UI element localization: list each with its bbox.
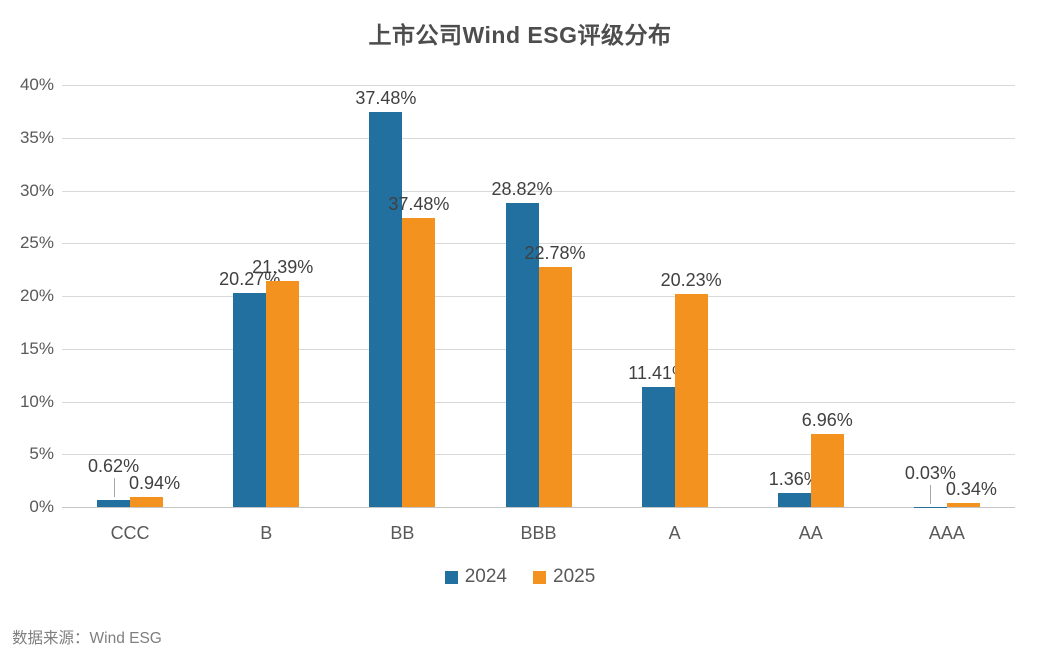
- data-label-2025-AAA: 0.34%: [945, 479, 997, 500]
- data-label-2024-CCC: 0.62%: [88, 456, 140, 477]
- bar-2025-AA: [810, 433, 844, 507]
- leader-line-2024-CCC: [113, 478, 115, 498]
- legend-swatch-2025: [533, 570, 546, 584]
- plot-area: 0% 5% 10% 15% 20% 25% 30% 35% 40% 0.62% 0.94% CCC 20…: [20, 75, 1015, 543]
- data-label-2024-BBB: 28.82%: [491, 178, 553, 199]
- bar-2024-A: [641, 386, 675, 507]
- bar-2024-AA: [777, 492, 811, 507]
- legend-item-2025: 2025: [533, 566, 595, 588]
- bar-2024-BB: [369, 111, 403, 507]
- y-tick-label: 10%: [19, 391, 54, 411]
- data-label-2025-BB: 37.48%: [388, 194, 450, 215]
- x-category-label-B: B: [260, 523, 273, 543]
- y-tick-label: 20%: [19, 286, 54, 305]
- data-label-2025-B: 21.39%: [252, 257, 314, 278]
- gridline-25%: [62, 243, 1015, 245]
- source-note: 数据来源：Wind ESG: [12, 630, 162, 647]
- bar-2024-AAA: [913, 506, 947, 508]
- gridline-35%: [62, 137, 1015, 139]
- y-tick-label: 30%: [19, 180, 54, 200]
- legend-swatch-2024: [444, 570, 458, 584]
- legend-label-2024: 2024: [464, 566, 507, 587]
- y-tick-label: 40%: [19, 75, 54, 94]
- bar-2024-CCC: [97, 500, 131, 507]
- x-category-label-CCC: CCC: [110, 523, 150, 543]
- bar-2024-B: [233, 293, 267, 507]
- x-category-label-AA: AA: [798, 523, 823, 543]
- data-label-2025-BBB: 22.78%: [524, 242, 586, 263]
- data-label-2024-A: 11.41%: [628, 362, 688, 383]
- bar-2025-B: [266, 281, 300, 507]
- y-tick-label: 35%: [19, 127, 54, 147]
- gridline-30%: [62, 190, 1015, 192]
- x-category-label-BB: BB: [390, 523, 415, 543]
- bar-2025-AAA: [946, 503, 980, 507]
- bar-2025-A: [674, 293, 708, 507]
- bar-2025-BBB: [538, 266, 572, 507]
- x-category-label-BBB: BBB: [520, 523, 557, 543]
- data-label-2025-A: 20.23%: [660, 269, 722, 290]
- data-label-2024-AAA: 0.03%: [904, 462, 956, 483]
- data-label-2024-BB: 37.48%: [355, 87, 417, 108]
- data-label-2025-AA: 6.96%: [801, 409, 853, 430]
- y-tick-label: 5%: [29, 444, 54, 464]
- bar-2025-BB: [402, 218, 436, 507]
- legend-item-2024: 2024: [444, 566, 507, 588]
- x-category-label-A: A: [668, 523, 681, 543]
- leader-line-2024-AAA: [930, 484, 932, 504]
- bar-2024-BBB: [505, 202, 539, 507]
- legend: 2024 2025: [0, 566, 1040, 588]
- gridline-40%: [62, 85, 1015, 86]
- x-category-label-AAA: AAA: [928, 523, 965, 543]
- x-axis-line: [62, 507, 1015, 508]
- data-label-2025-CCC: 0.94%: [129, 473, 181, 494]
- data-label-2024-AA: 1.36%: [768, 468, 820, 489]
- chart-title: 上市公司Wind ESG评级分布: [368, 22, 672, 48]
- y-tick-label: 15%: [19, 338, 54, 358]
- y-tick-label: 25%: [19, 233, 54, 253]
- y-tick-label: 0%: [29, 497, 54, 516]
- legend-label-2025: 2025: [553, 566, 596, 587]
- data-label-2024-B: 20.27%: [219, 269, 281, 290]
- bar-2025-CCC: [130, 497, 164, 507]
